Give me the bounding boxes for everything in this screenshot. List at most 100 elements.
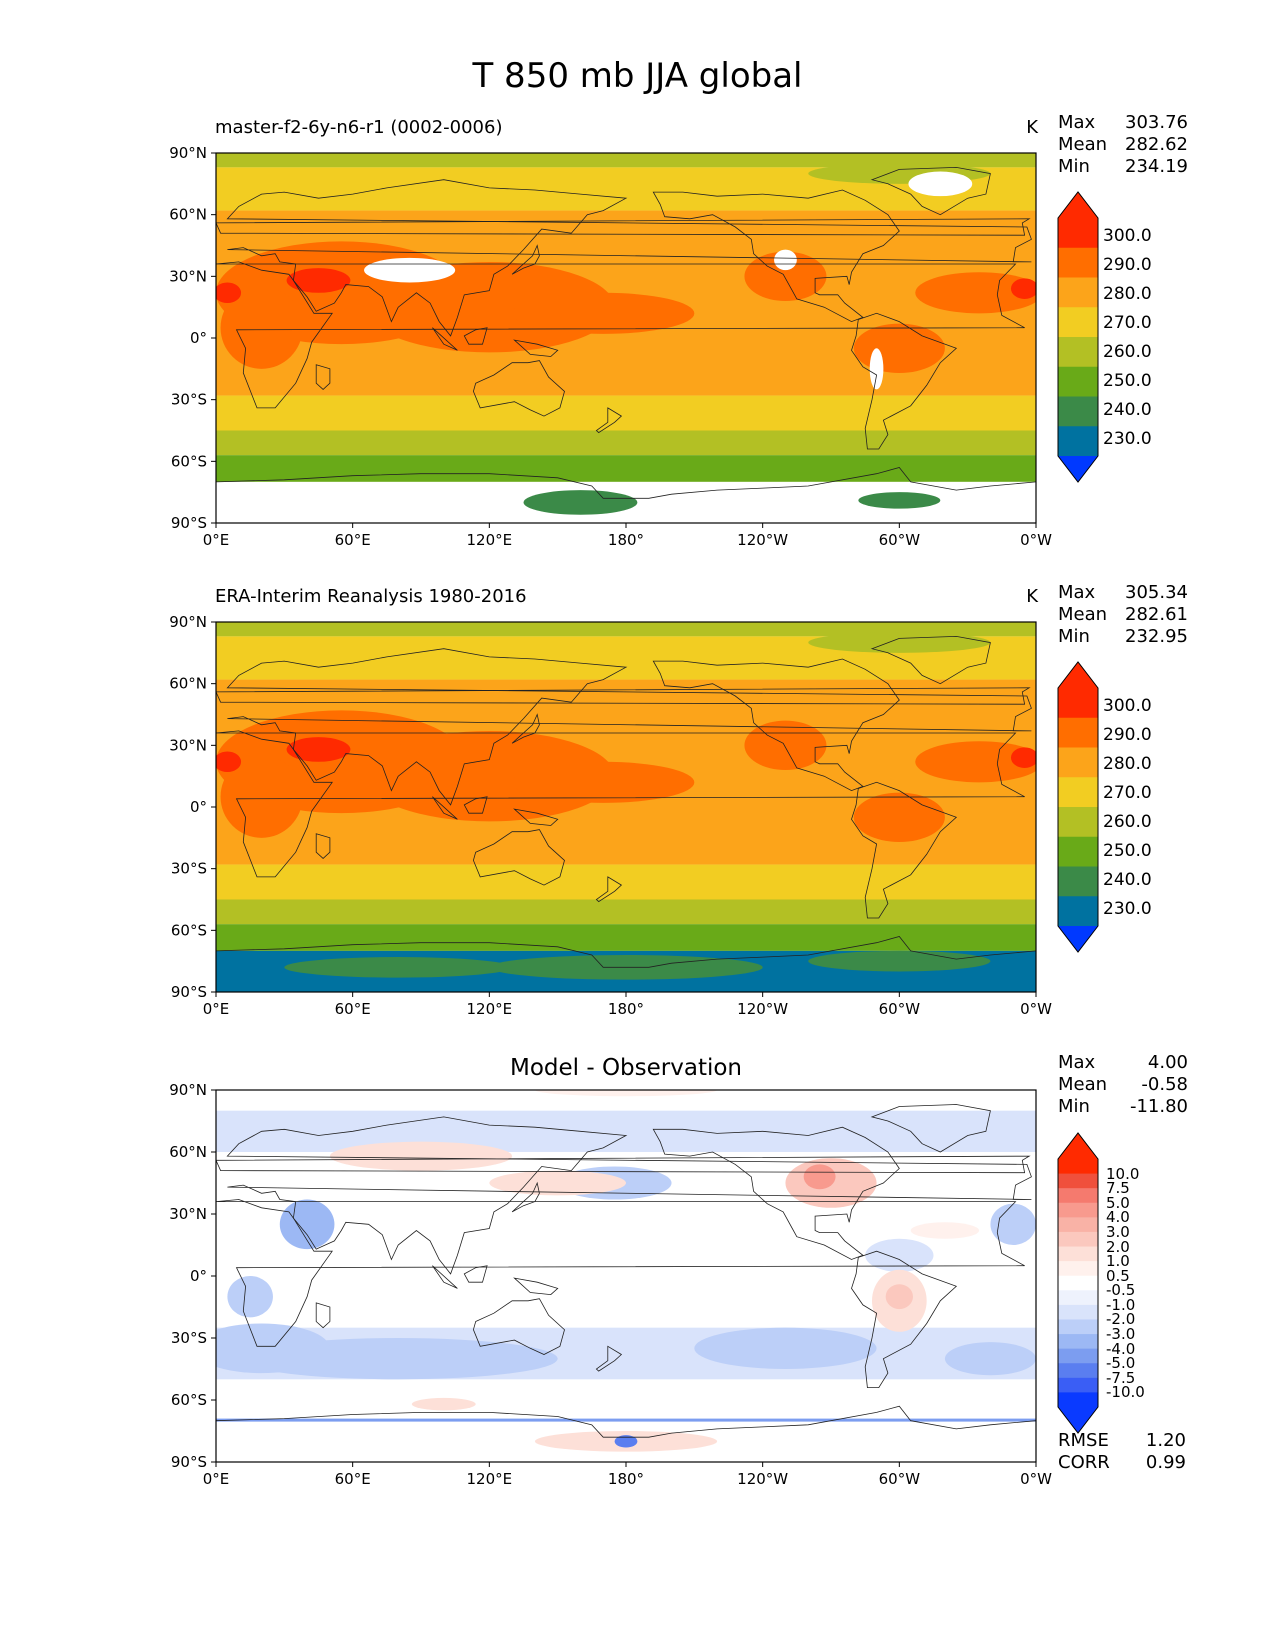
coastline	[226, 648, 1032, 806]
colorbar-extend-top	[1058, 192, 1098, 218]
field-band	[216, 395, 1036, 431]
lat-tick-label: 90°N	[169, 1081, 207, 1099]
field-patch	[220, 755, 303, 838]
colorbar-segment	[1058, 307, 1098, 338]
colorbar-segment	[1058, 1304, 1098, 1320]
metric-corr: CORR 0.99	[1058, 1452, 1186, 1474]
colorbar-tick-label: 250.0	[1103, 841, 1152, 861]
field-patch	[286, 737, 351, 762]
lon-tick-label: 0°E	[203, 1470, 230, 1488]
colorbar-segment	[1058, 1377, 1098, 1393]
coastline	[511, 1181, 540, 1213]
field-patch	[220, 286, 303, 369]
lon-tick-label: 120°E	[467, 1000, 513, 1018]
lat-tick-label: 30°N	[169, 736, 207, 754]
colorbar-segment	[1058, 1173, 1098, 1189]
colorbar-segment	[1058, 836, 1098, 867]
field-band	[216, 153, 1036, 168]
lat-tick-label: 60°S	[171, 452, 207, 470]
field-patch	[808, 950, 991, 972]
colorbar-extend-top	[1058, 1133, 1098, 1159]
colorbar-tick-label: -3.0	[1106, 1325, 1136, 1344]
lat-tick-label: 60°N	[169, 206, 207, 224]
colorbar-tick-label: 290.0	[1103, 725, 1152, 745]
coastline	[315, 364, 331, 390]
coastline	[513, 808, 559, 826]
stat-value: 282.61	[1125, 604, 1188, 625]
model-panel: master-f2-6y-n6-r1 (0002-0006) K Max 303.…	[0, 0, 1275, 449]
coastline	[472, 360, 565, 417]
field-patch	[885, 1284, 913, 1310]
stat-label: Max	[1058, 1052, 1096, 1073]
colorbar-extend-bottom	[1058, 926, 1098, 952]
observation-panel-title: ERA-Interim Reanalysis 1980-2016	[215, 586, 527, 607]
coastline	[216, 1155, 1031, 1174]
stat-label: Min	[1058, 156, 1090, 177]
field-band	[216, 924, 1036, 951]
map-field	[216, 1090, 1036, 1462]
observation-panel: ERA-Interim Reanalysis 1980-2016 K Max 30…	[0, 0, 1275, 919]
stat-value: 234.19	[1125, 156, 1188, 177]
field-patch	[279, 1199, 335, 1250]
coastline	[315, 833, 331, 859]
coastline	[472, 1298, 565, 1355]
lat-tick-label: 90°N	[169, 613, 207, 631]
coastline	[315, 1302, 331, 1329]
field-band	[216, 899, 1036, 925]
coastline	[870, 1104, 991, 1153]
metric-label: CORR	[1058, 1452, 1110, 1473]
coastline	[216, 218, 1031, 236]
field-patch	[489, 1170, 626, 1196]
colorbar-tick-label: -10.0	[1106, 1383, 1145, 1402]
lat-tick-label: 30°N	[169, 1205, 207, 1223]
coastline	[511, 713, 540, 744]
field-patch	[614, 1435, 638, 1448]
colorbar-segment	[1058, 866, 1098, 897]
field-band	[216, 864, 1036, 900]
model-stats: Max 303.76 Mean 282.62 Min 234.19	[1058, 112, 1188, 178]
coastline	[595, 407, 623, 434]
field-patch	[853, 323, 945, 373]
lat-tick-label: 30°N	[169, 267, 207, 285]
colorbar-segment	[1058, 777, 1098, 808]
field-patch	[216, 282, 242, 304]
lat-tick-label: 90°S	[171, 983, 207, 1001]
field-patch	[1010, 747, 1036, 768]
coastline	[472, 829, 565, 886]
colorbar-segment	[1058, 1319, 1098, 1335]
observation-units-label: K	[1026, 586, 1038, 607]
lat-tick-label: 30°S	[171, 391, 207, 409]
colorbar-tick-label: 290.0	[1103, 255, 1152, 275]
colorbar-segment	[1058, 1231, 1098, 1248]
coastline	[226, 1116, 1032, 1275]
lon-tick-label: 120°E	[467, 531, 513, 549]
difference-colorbar	[1057, 1132, 1099, 1434]
field-patch	[915, 272, 1036, 314]
coastline	[870, 635, 991, 685]
colorbar-segment	[1058, 277, 1098, 308]
colorbar-tick-label: 240.0	[1103, 400, 1152, 420]
colorbar-segment	[1058, 337, 1098, 368]
stat-value: 303.76	[1125, 112, 1188, 133]
stat-label: Mean	[1058, 604, 1108, 625]
colorbar-segment	[1058, 1202, 1098, 1218]
coastline	[216, 1405, 1036, 1462]
colorbar-segment	[1058, 896, 1098, 927]
map-field	[216, 153, 1036, 523]
lon-tick-label: 120°W	[737, 1000, 788, 1018]
lat-tick-label: 90°S	[171, 1453, 207, 1471]
colorbar-tick-label: 300.0	[1103, 696, 1152, 716]
stat-max: Max 303.76	[1058, 112, 1188, 134]
colorbar-tick-label: -4.0	[1106, 1339, 1136, 1358]
colorbar-segment	[1058, 688, 1098, 719]
coastline	[870, 166, 991, 216]
field-patch	[944, 1342, 1036, 1376]
stat-label: Mean	[1058, 1074, 1108, 1095]
difference-stats: Max 4.00 Mean -0.58 Min -11.80	[1058, 1052, 1188, 1118]
lat-tick-label: 60°N	[169, 1143, 207, 1161]
coastline	[216, 1199, 1025, 1347]
coastline	[216, 687, 1031, 705]
colorbar-segment	[1058, 717, 1098, 748]
coastline	[652, 658, 900, 792]
field-patch	[744, 720, 827, 770]
